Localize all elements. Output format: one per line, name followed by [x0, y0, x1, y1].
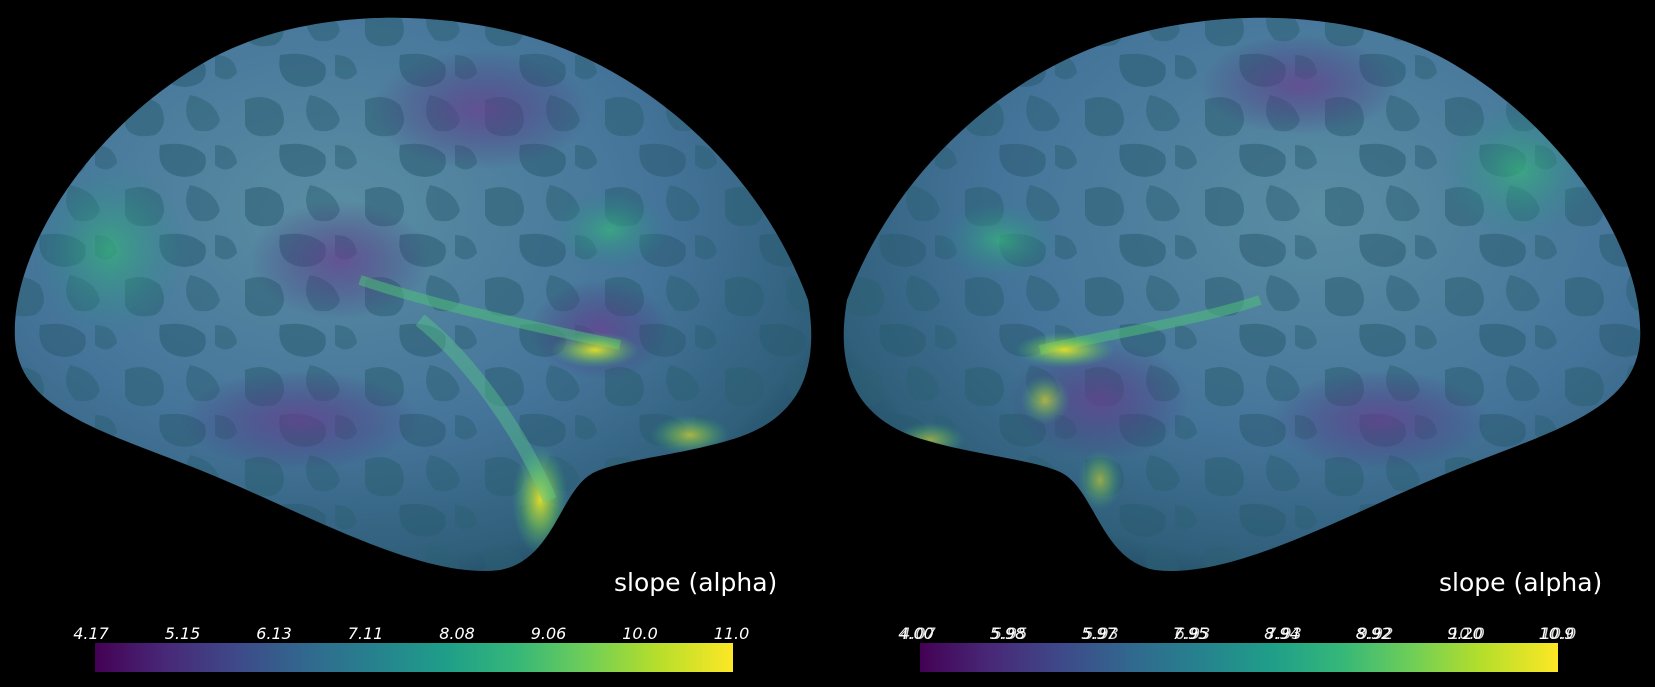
left-colorbar-tick-1: 5.15 [164, 624, 201, 643]
right-colorbar-overlap-tick-0: 4.07 [900, 624, 936, 643]
left-colorbar-tick-6: 10.0 [622, 624, 658, 643]
right-hemisphere-surface [843, 17, 1641, 571]
left-colorbar-tick-5: 9.06 [530, 624, 567, 643]
left-colorbar-tick-2: 6.13 [256, 624, 292, 643]
right-colorbar-overlap-tick-5: 9.92 [1357, 624, 1394, 643]
left-hemisphere-surface [14, 17, 812, 571]
left-colorbar-tick-3: 7.11 [347, 624, 384, 643]
right-colorbar-overlap-tick-1: 5.95 [991, 624, 1028, 643]
right-colorbar-overlap-tick-3: 6.93 [1174, 624, 1211, 643]
right-colorbar-tick-7: 10.9 [1538, 624, 1575, 643]
left-colorbar-tick-7: 11.0 [713, 624, 750, 643]
left-colorbar-tick-4: 8.08 [439, 624, 475, 643]
right-colorbar-tick-0: 4.00 [898, 624, 934, 643]
right-colorbar-tick-6: 9.20 [1447, 624, 1483, 643]
right-colorbar-tick-1: 5.98 [989, 624, 1026, 643]
right-colorbar-overlap-tick-7: 10.0 [1540, 624, 1577, 643]
left-colorbar [95, 643, 733, 672]
right-colorbar-tick-3: 7.95 [1172, 624, 1209, 643]
right-colorbar-tick-2: 5.97 [1081, 624, 1117, 643]
right-colorbar [920, 643, 1558, 672]
left-colorbar-tick-0: 4.17 [73, 624, 109, 643]
right-colorbar-overlap-tick-2: 5.93 [1083, 624, 1119, 643]
left-colorbar-title: slope (alpha) [614, 568, 778, 597]
right-colorbar-tick-4: 8.94 [1264, 624, 1300, 643]
right-colorbar-title: slope (alpha) [1439, 568, 1603, 597]
right-colorbar-tick-5: 8.92 [1355, 624, 1392, 643]
right-colorbar-overlap-tick-6: 10.0 [1449, 624, 1485, 643]
right-colorbar-overlap-tick-4: 7.93 [1266, 624, 1302, 643]
